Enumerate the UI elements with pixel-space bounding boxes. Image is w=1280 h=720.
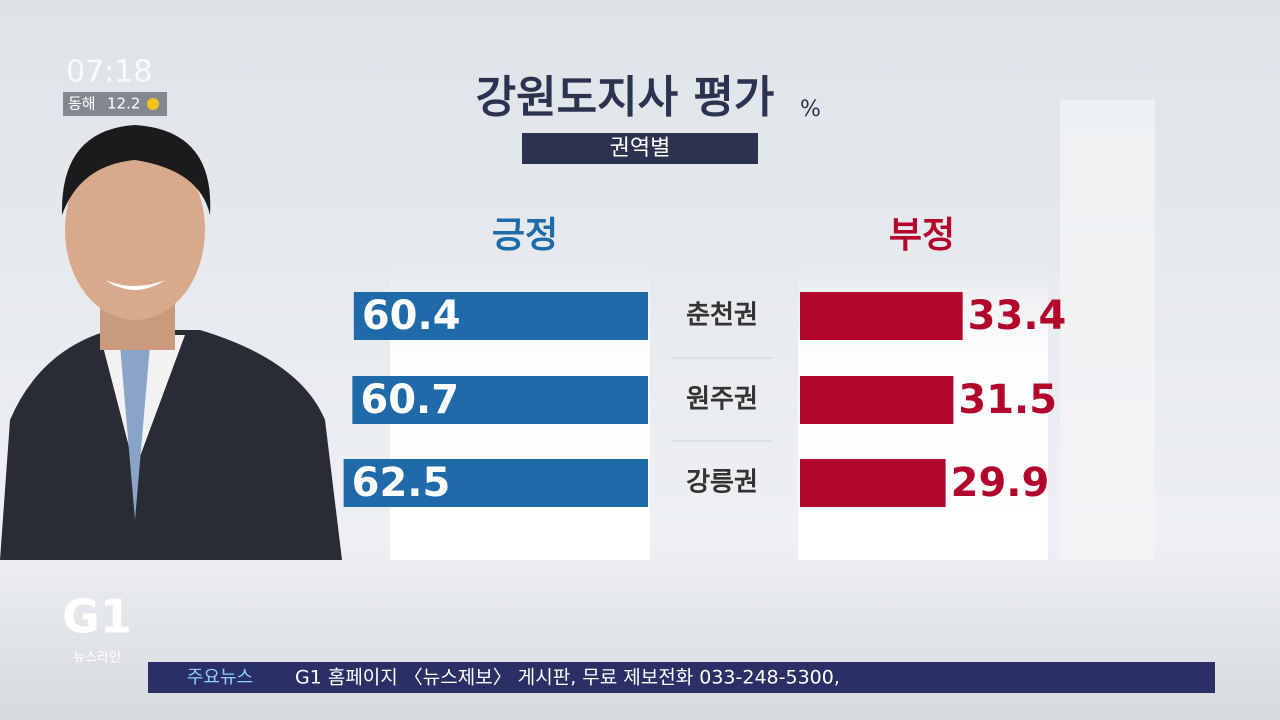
bar [353, 292, 648, 340]
chart-title: 강원도지사 평가 [476, 72, 775, 123]
category-label: 원주권 [686, 385, 758, 415]
bar [800, 459, 946, 507]
chart: 춘천권 60.4 33.4 원주권 60.7 31.5 강릉권 62.5 29.9 [343, 292, 1067, 507]
value-label: 31.5 [958, 377, 1057, 423]
ticker-bar [148, 662, 1215, 693]
weather-location: 동해 [68, 95, 96, 113]
category-label: 강릉권 [686, 468, 758, 498]
portrait [0, 125, 342, 560]
subtitle-box [522, 133, 758, 164]
bar [800, 292, 963, 340]
weather-icon [147, 98, 159, 110]
bar [800, 376, 954, 424]
logo: G1 [62, 590, 132, 644]
legend-label: 긍정 [492, 215, 558, 256]
panel [1060, 100, 1155, 560]
category-label: 춘천권 [686, 301, 758, 331]
weather-temperature: 12.2 [107, 95, 140, 113]
value-label: 60.4 [362, 293, 461, 339]
unit: % [800, 97, 821, 122]
bar [352, 376, 648, 424]
value-label: 29.9 [951, 460, 1050, 506]
clock: 07:18 [66, 55, 152, 90]
ticker-label: 주요뉴스 [187, 667, 253, 688]
legend-label: 부정 [889, 215, 955, 256]
value-label: 62.5 [352, 460, 451, 506]
ticker-text: G1 홈페이지 〈뉴스제보〉 게시판, 무료 제보전화 033-248-5300… [295, 667, 840, 689]
program: 뉴스라인 [73, 651, 121, 666]
bar [343, 459, 648, 507]
subtitle: 권역별 [610, 136, 671, 161]
value-label: 33.4 [968, 293, 1067, 339]
value-label: 60.7 [360, 377, 459, 423]
